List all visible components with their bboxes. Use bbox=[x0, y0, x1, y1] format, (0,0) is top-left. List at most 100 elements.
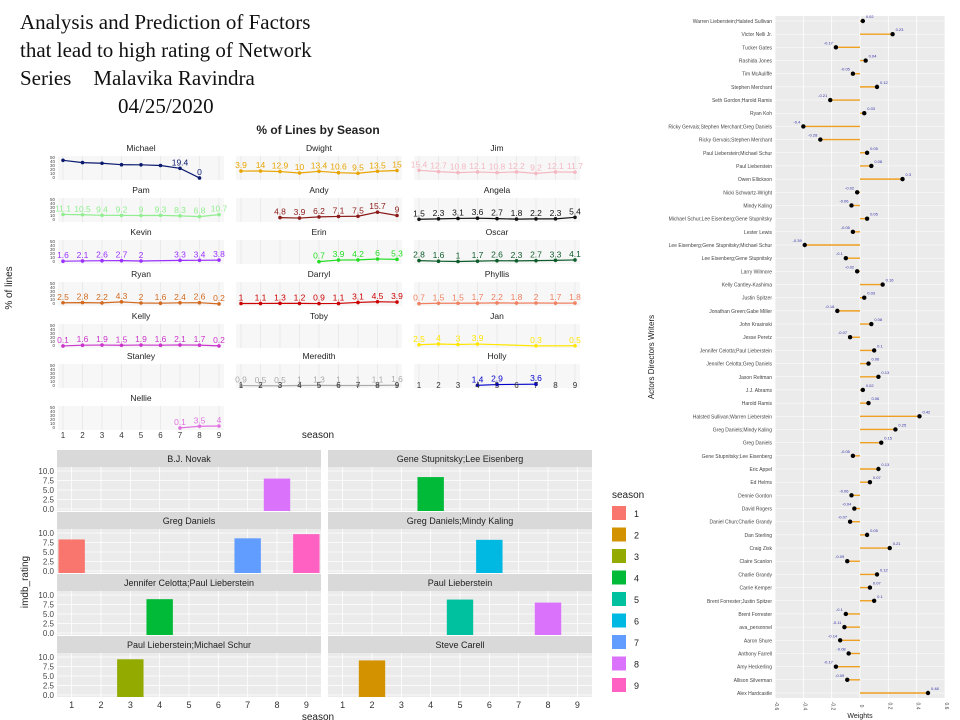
facet-label: Jan bbox=[490, 311, 504, 321]
data-label: 2 bbox=[534, 292, 539, 302]
data-point bbox=[336, 214, 341, 219]
data-point bbox=[336, 383, 341, 388]
data-label: 1.8 bbox=[511, 208, 523, 218]
x-tick-label: 6 bbox=[336, 381, 341, 390]
data-point bbox=[514, 259, 519, 263]
y-tick-label: 10 bbox=[50, 255, 56, 260]
weight-point bbox=[854, 269, 860, 274]
weight-value-label: -0.17 bbox=[824, 40, 834, 45]
y-tick-label: 0.0 bbox=[43, 629, 55, 638]
weight-value-label: 0.16 bbox=[886, 278, 895, 283]
weight-point bbox=[862, 111, 867, 116]
y-tick-label: 50 bbox=[50, 405, 56, 410]
data-label: 1 bbox=[239, 293, 244, 303]
y-tick-label: 20 bbox=[50, 335, 56, 340]
y-tick-label: Ricky Gervais;Stephen Merchant;Greg Dani… bbox=[668, 124, 772, 130]
data-label: 0.2 bbox=[213, 335, 225, 345]
data-point bbox=[534, 171, 538, 176]
data-point bbox=[258, 169, 263, 173]
x-tick-label: 3 bbox=[100, 431, 105, 440]
weight-value-label: 0.08 bbox=[874, 159, 883, 164]
data-label: 13.5 bbox=[369, 160, 386, 170]
weight-point bbox=[833, 45, 839, 50]
data-label: 3 bbox=[456, 334, 461, 344]
data-point bbox=[417, 301, 421, 306]
y-tick-label: 0.0 bbox=[43, 691, 55, 700]
data-point bbox=[553, 301, 558, 305]
facet-strip bbox=[328, 574, 592, 591]
facet-label: Jennifer Celotta;Paul Lieberstein bbox=[124, 578, 254, 588]
data-point bbox=[495, 170, 499, 175]
y-tick-label: 20 bbox=[50, 209, 56, 214]
y-tick-label: 40 bbox=[50, 327, 56, 332]
facet-label: Nellie bbox=[130, 393, 152, 403]
x-tick-label: 3 bbox=[399, 700, 404, 710]
data-point bbox=[375, 299, 380, 304]
y-tick-label: Anthony Farrell bbox=[738, 651, 772, 657]
data-label: 0.1 bbox=[57, 335, 69, 345]
data-label: 3.9 bbox=[391, 291, 403, 301]
y-tick-label: 30 bbox=[50, 163, 56, 168]
y-tick-label: 2.5 bbox=[43, 496, 55, 505]
data-label: 1.7 bbox=[550, 292, 562, 302]
y-tick-label: 10 bbox=[50, 339, 56, 344]
data-label: 12.9 bbox=[272, 161, 289, 171]
data-label: 2.5 bbox=[57, 292, 69, 302]
data-point bbox=[534, 301, 538, 305]
weight-point bbox=[847, 519, 853, 524]
data-point bbox=[217, 424, 221, 428]
y-tick-label: 50 bbox=[50, 281, 56, 286]
x-tick-label: 1 bbox=[417, 381, 422, 390]
x-tick-label: 9 bbox=[575, 700, 580, 710]
data-point bbox=[178, 258, 182, 263]
x-tick-label: 6 bbox=[216, 700, 221, 710]
data-point bbox=[436, 301, 441, 306]
y-tick-label: Jennifer Celotta;Greg Daniels bbox=[706, 362, 772, 368]
facet-panel: B.J. Novak 0.02.55.07.510.0 bbox=[38, 450, 321, 514]
x-tick-label: 5 bbox=[139, 431, 144, 440]
data-point bbox=[197, 343, 202, 347]
data-label: 1.7 bbox=[472, 250, 484, 260]
data-label: 9 bbox=[395, 205, 400, 215]
data-label: 0.9 bbox=[313, 293, 325, 303]
data-point bbox=[356, 300, 360, 305]
data-label: 2.1 bbox=[77, 250, 89, 260]
x-tick-label: 1 bbox=[239, 381, 244, 390]
x-tick-label: 1 bbox=[61, 431, 66, 440]
x-tick-label: 8 bbox=[197, 431, 202, 440]
weight-value-label: -0.05 bbox=[841, 225, 851, 230]
weight-point bbox=[835, 308, 840, 314]
bar bbox=[293, 534, 320, 573]
data-point bbox=[297, 216, 302, 220]
weight-point bbox=[846, 651, 851, 656]
weight-value-label: 0.12 bbox=[880, 567, 889, 572]
facet-panel: Steve Carell bbox=[328, 636, 592, 697]
weight-value-label: -0.1 bbox=[836, 607, 844, 612]
data-point bbox=[495, 216, 499, 221]
y-tick-label: Lester Lewis bbox=[744, 230, 773, 236]
facet-label: Oscar bbox=[486, 227, 509, 237]
y-tick-label: 20 bbox=[50, 167, 56, 172]
data-point bbox=[258, 383, 263, 388]
y-tick-label: Stephen Merchant bbox=[731, 85, 772, 91]
data-point bbox=[217, 258, 221, 262]
data-point bbox=[217, 302, 221, 306]
data-label: 1.6 bbox=[155, 334, 167, 344]
data-point bbox=[395, 300, 399, 304]
x-tick-label: 2 bbox=[80, 431, 85, 440]
y-tick-label: Eric Appel bbox=[749, 467, 772, 473]
bar bbox=[446, 599, 474, 635]
y-tick-label: 40 bbox=[50, 409, 56, 414]
bar bbox=[476, 539, 503, 573]
weight-point bbox=[860, 387, 866, 393]
weight-point bbox=[887, 545, 892, 551]
weight-point bbox=[863, 58, 868, 63]
y-tick-label: 20 bbox=[50, 417, 56, 422]
weight-value-label: 0.05 bbox=[870, 528, 879, 533]
weight-value-label: -0.08 bbox=[837, 646, 847, 651]
data-label: 3.9 bbox=[333, 249, 345, 259]
x-tick-label: 7 bbox=[356, 381, 361, 390]
data-label: 12.1 bbox=[469, 161, 486, 171]
y-tick-label: Craig Zisk bbox=[749, 546, 772, 552]
legend-swatch bbox=[612, 549, 626, 563]
